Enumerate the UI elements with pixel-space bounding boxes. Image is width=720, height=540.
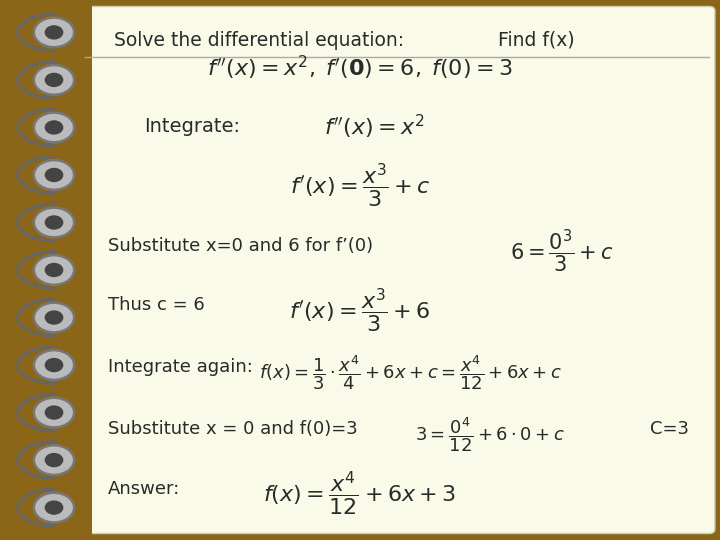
Ellipse shape	[34, 160, 74, 190]
Ellipse shape	[34, 397, 74, 428]
FancyBboxPatch shape	[79, 6, 715, 534]
Text: Substitute x=0 and 6 for f’(0): Substitute x=0 and 6 for f’(0)	[108, 237, 373, 255]
Text: $3=\dfrac{0^4}{12}+6\cdot 0+c$: $3=\dfrac{0^4}{12}+6\cdot 0+c$	[415, 415, 564, 454]
Text: Substitute x = 0 and f(0)=3: Substitute x = 0 and f(0)=3	[108, 420, 358, 438]
Text: Find f(x): Find f(x)	[498, 31, 575, 50]
Ellipse shape	[34, 445, 74, 475]
Ellipse shape	[34, 112, 74, 142]
Text: C=3: C=3	[650, 420, 689, 438]
Ellipse shape	[34, 255, 74, 285]
Ellipse shape	[34, 207, 74, 238]
Ellipse shape	[45, 216, 63, 229]
Ellipse shape	[34, 65, 74, 95]
Ellipse shape	[34, 18, 74, 48]
Text: $6=\dfrac{0^3}{3}+c$: $6=\dfrac{0^3}{3}+c$	[510, 227, 613, 275]
Text: Solve the differential equation:: Solve the differential equation:	[114, 31, 404, 50]
Text: Integrate:: Integrate:	[144, 117, 240, 137]
Ellipse shape	[45, 311, 63, 324]
Text: $f''(x)= x^2$: $f''(x)= x^2$	[324, 113, 425, 141]
Text: $f'(x)=\dfrac{x^3}{3}+c$: $f'(x)=\dfrac{x^3}{3}+c$	[289, 162, 431, 211]
Text: Answer:: Answer:	[108, 480, 180, 498]
Ellipse shape	[45, 454, 63, 467]
Text: Thus c = 6: Thus c = 6	[108, 296, 204, 314]
Text: Integrate again:: Integrate again:	[108, 358, 253, 376]
Ellipse shape	[34, 492, 74, 523]
Ellipse shape	[45, 26, 63, 39]
Ellipse shape	[45, 168, 63, 181]
Ellipse shape	[34, 350, 74, 380]
Ellipse shape	[45, 359, 63, 372]
Text: $f(x)=\dfrac{1}{3}\cdot\dfrac{x^4}{4}+6x+c=\dfrac{x^4}{12}+6x+c$: $f(x)=\dfrac{1}{3}\cdot\dfrac{x^4}{4}+6x…	[258, 353, 562, 392]
Ellipse shape	[45, 501, 63, 514]
Text: $f'(x)=\dfrac{x^3}{3}+6$: $f'(x)=\dfrac{x^3}{3}+6$	[289, 286, 431, 335]
Ellipse shape	[45, 264, 63, 276]
Ellipse shape	[45, 406, 63, 419]
Text: $f(x)=\dfrac{x^4}{12}+6x+3$: $f(x)=\dfrac{x^4}{12}+6x+3$	[264, 470, 456, 518]
Text: $f''(x)= x^2,\; f'(\mathbf{0})= 6,\; f(0) = 3$: $f''(x)= x^2,\; f'(\mathbf{0})= 6,\; f(0…	[207, 53, 513, 82]
Ellipse shape	[45, 73, 63, 86]
Ellipse shape	[34, 302, 74, 332]
Bar	[0, 0, 92, 540]
Ellipse shape	[45, 121, 63, 134]
